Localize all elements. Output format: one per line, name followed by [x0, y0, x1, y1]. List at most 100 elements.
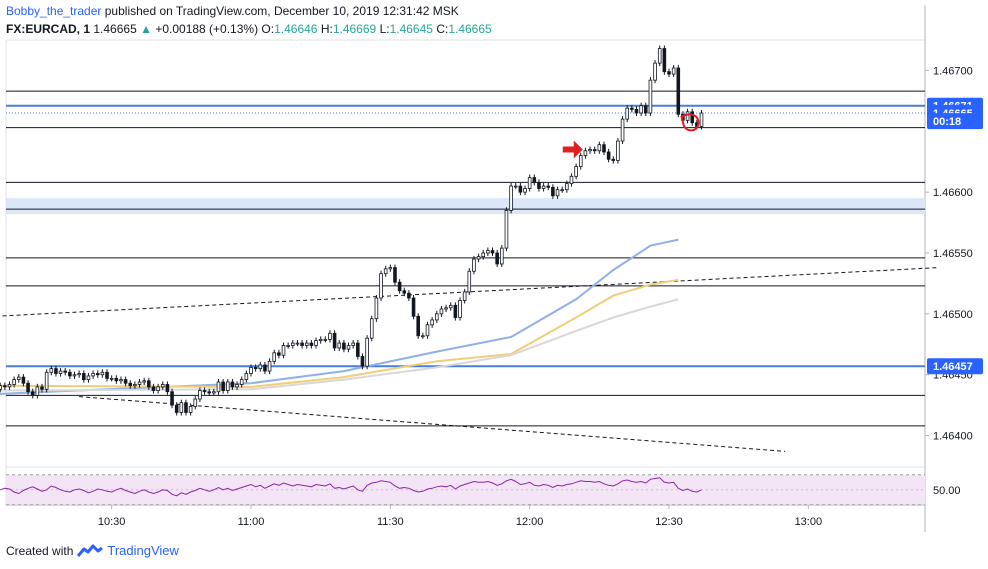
candle-body — [537, 182, 541, 189]
candle-body — [448, 304, 453, 309]
candle-body — [518, 185, 523, 193]
candle-body — [328, 332, 332, 340]
tradingview-brand[interactable]: TradingView — [107, 543, 179, 558]
candle-body — [91, 373, 95, 377]
publish-info: Bobby_the_trader published on TradingVie… — [6, 4, 459, 18]
candle-body — [314, 340, 318, 346]
moving-average-line — [0, 298, 679, 392]
candle-body — [439, 308, 444, 315]
y-tick-label: 1.46550 — [933, 248, 973, 260]
high-label: H: — [320, 22, 333, 36]
candle-body — [263, 364, 267, 372]
y-tick-label: 1.46400 — [933, 431, 973, 443]
plot-frame — [5, 39, 926, 506]
candle-body — [95, 373, 100, 376]
trendline — [79, 396, 786, 452]
y-tick-label: 1.46700 — [933, 65, 973, 77]
candle-body — [374, 297, 379, 320]
candle-body — [202, 390, 207, 393]
close-value: 1.46665 — [448, 22, 492, 36]
candle-body — [119, 379, 123, 382]
candle-body — [606, 151, 611, 160]
candle-body — [634, 108, 639, 114]
candle-body — [109, 377, 114, 380]
candle-body — [128, 382, 133, 387]
candle-body — [137, 381, 142, 385]
candle-body — [7, 384, 12, 388]
support-zone — [6, 198, 925, 215]
candle-body — [295, 342, 300, 345]
candle-body — [342, 342, 346, 350]
candle-body — [309, 342, 314, 346]
x-tick-label: 13:00 — [795, 516, 823, 528]
candle-body — [286, 345, 290, 347]
candle-body — [72, 374, 77, 377]
candle-body — [216, 381, 221, 393]
price-label-bg — [927, 113, 983, 130]
rsi-line — [0, 477, 702, 497]
candle-body — [527, 177, 532, 189]
candle-body — [188, 405, 193, 413]
candle-body — [82, 373, 86, 380]
candle-body — [643, 105, 648, 114]
candle-body — [221, 381, 225, 391]
candle-body — [281, 345, 286, 356]
x-tick-label: 10:30 — [98, 516, 126, 528]
candle-body — [620, 118, 625, 142]
high-value: 1.46669 — [332, 22, 377, 36]
author-name[interactable]: Bobby_the_trader — [6, 4, 102, 18]
candle-body — [462, 291, 467, 301]
candle-body — [304, 342, 309, 346]
candle-body — [258, 364, 263, 370]
moving-average-line — [0, 278, 679, 388]
candle-body — [360, 356, 365, 367]
y-tick-label: 1.46600 — [933, 187, 973, 199]
last-price: 1.46665 — [93, 22, 137, 36]
candle-body — [54, 368, 58, 374]
candle-body — [490, 250, 495, 254]
candle-body — [16, 376, 21, 380]
candle-body — [142, 380, 146, 383]
candle-body — [430, 319, 434, 326]
candle-body — [272, 352, 277, 362]
candle-body — [68, 371, 72, 377]
rsi-level-label: 50.00 — [933, 485, 961, 497]
candle-body — [648, 79, 653, 114]
candle-body — [574, 166, 578, 177]
open-value: 1.46646 — [274, 22, 318, 36]
symbol-legend: FX:EURCAD, 1 1.46665 ▲ +0.00188 (+0.13%)… — [6, 22, 492, 36]
candle-body — [393, 267, 397, 283]
y-tick-label: 1.46500 — [933, 309, 973, 321]
x-tick-label: 11:30 — [377, 516, 404, 528]
candle-body — [383, 268, 388, 275]
candle-body — [616, 140, 620, 161]
candle-body — [123, 379, 128, 384]
candle-body — [100, 371, 105, 376]
x-tick-label: 12:30 — [655, 516, 683, 528]
created-with-text: Created with — [6, 543, 74, 558]
candle-body — [532, 177, 537, 183]
candle-body — [551, 186, 555, 197]
candle-body — [244, 373, 249, 380]
candle-body — [625, 107, 629, 120]
candle-body — [230, 381, 235, 388]
candle-body — [156, 386, 160, 391]
candle-body — [630, 107, 634, 110]
candle-body — [504, 209, 509, 249]
candle-body — [379, 273, 383, 299]
change-value: +0.00188 (+0.13%) — [155, 22, 259, 36]
candle-body — [337, 342, 342, 349]
candle-body — [356, 342, 360, 357]
candle-body — [49, 368, 54, 373]
candle-body — [476, 256, 481, 260]
candle-body — [174, 404, 179, 413]
candle-body — [685, 111, 690, 121]
candle-body — [513, 185, 518, 188]
candle-body — [425, 324, 430, 337]
candle-body — [170, 391, 174, 406]
candle-body — [365, 337, 369, 367]
candle-body — [453, 304, 458, 318]
candle-body — [411, 297, 416, 317]
candle-body — [249, 367, 253, 374]
